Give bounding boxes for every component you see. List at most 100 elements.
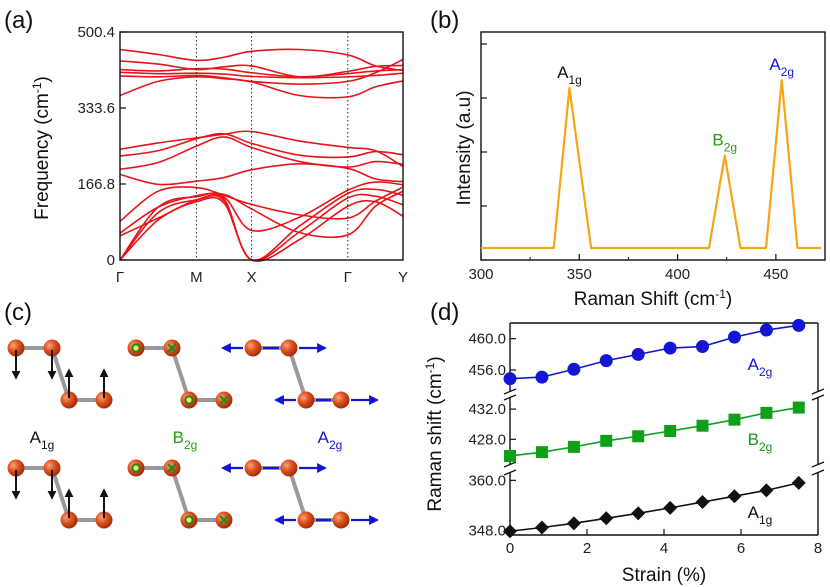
panel-b-frame [480, 31, 826, 261]
axis-break-mark-icon [811, 461, 825, 468]
panel-a-ylabel-sup: -1 [30, 82, 44, 93]
panel-d-x-tick-label-0: 0 [506, 540, 514, 557]
phonon-band-8 [119, 136, 404, 171]
axis-break-gap [812, 465, 824, 472]
mode-2-structure-0 [221, 339, 379, 409]
atom-3 [95, 391, 113, 409]
data-point-B2g-7 [728, 413, 741, 426]
panel-a-y-ticks: 500.4 333.6 166.8 0 [77, 24, 126, 269]
panel-d-x-tick-label-4: 8 [814, 540, 822, 557]
phonon-band-15 [119, 60, 404, 78]
panel-d-series [503, 318, 806, 539]
panel-a-x-tick-label-4: Y [398, 269, 408, 286]
panel-b-x-axis-title: Raman Shift (cm-1) [574, 287, 732, 310]
panel-d-mode-labels: A2g B2g A1g [748, 355, 773, 527]
panel-d-x-tick-label-3: 6 [737, 540, 745, 557]
bond [50, 467, 71, 521]
data-point-A1g-1 [534, 520, 549, 535]
peak-label-0: A1g [557, 63, 582, 87]
mode-label-0-sub: 1g [41, 438, 54, 452]
out-of-plane-dot-icon [131, 343, 141, 353]
panel-d-ticks: 0 2 4 6 8 456.0 460.0 428.0 432.0 348.0 360.0 [468, 331, 822, 557]
mode-labels: A1g B2g A2g [30, 428, 343, 452]
phonon-band-4 [119, 181, 404, 237]
mode-label-2-sub: 2g [329, 438, 342, 452]
data-point-A1g-9 [791, 475, 806, 490]
into-plane-cross-icon [167, 343, 177, 353]
mode-label-1-sub: 2g [184, 438, 197, 452]
panel-d-y-axis-title: Raman shift (cm-1) [423, 356, 446, 511]
panel-a-y-tick-label-0: 500.4 [77, 24, 115, 41]
panel-a-x-tick-label-0: Γ [116, 269, 124, 286]
mode-0-structure-0 [7, 339, 113, 409]
into-plane-cross-icon [167, 463, 177, 473]
panel-d-y-tick-label-B2g-1: 432.0 [468, 401, 506, 418]
mode-label-0: A1g [30, 428, 55, 452]
panel-d-x-axis-title: Strain (%) [622, 565, 706, 586]
data-point-A2g-7 [727, 330, 741, 344]
phonon-bands [119, 48, 404, 263]
mode-1-structure-1 [127, 459, 233, 529]
data-point-A1g-8 [759, 483, 774, 498]
panel-a-y-tick-label-3: 0 [107, 252, 115, 269]
atom-0 [7, 459, 25, 477]
panel-b-x-tick-label-0: 300 [468, 266, 493, 283]
atom-1 [43, 459, 61, 477]
panel-d-ylabel-close: ) [425, 356, 446, 362]
atom-1 [280, 459, 298, 477]
phonon-band-9 [119, 132, 404, 159]
raman-spectrum-line [481, 79, 822, 250]
atom-1 [43, 339, 61, 357]
mode-label-1-base: B [173, 428, 184, 447]
panel-d-y-tick-label-A2g-1: 460.0 [468, 331, 506, 348]
data-point-A2g-1 [535, 370, 549, 384]
panel-d-y-tick-label-B2g-0: 428.0 [468, 431, 506, 448]
panel-d-label-B2g-base: B [748, 430, 759, 449]
atom-3 [95, 511, 113, 529]
peak-label-2-base: A [769, 55, 781, 74]
peak-label-0-sub: 1g [568, 73, 581, 87]
out-of-plane-dot-icon [131, 463, 141, 473]
out-of-plane-dot-icon [184, 395, 194, 405]
panel-b-ticks: 300 350 400 450 [468, 43, 788, 283]
panel-a-x-tick-label-3: Γ [344, 269, 352, 286]
panel-d-label-A2g: A2g [748, 355, 773, 379]
out-of-plane-dot-icon [184, 515, 194, 525]
bond [287, 347, 308, 401]
into-plane-cross-icon [219, 395, 229, 405]
data-point-B2g-8 [760, 406, 773, 419]
data-point-A1g-6 [695, 495, 710, 510]
data-point-A2g-4 [631, 347, 645, 361]
atom-3 [332, 391, 350, 409]
bond [170, 347, 191, 401]
peak-label-0-base: A [557, 63, 569, 82]
atom-0 [7, 339, 25, 357]
data-point-A1g-4 [631, 506, 646, 521]
panel-d-label-A1g-base: A [748, 503, 760, 522]
phonon-band-10 [119, 130, 404, 168]
data-point-A2g-6 [696, 340, 709, 354]
data-point-A1g-5 [663, 500, 678, 515]
data-point-A2g-9 [792, 318, 806, 332]
bond [170, 467, 191, 521]
data-point-A1g-3 [599, 511, 614, 526]
data-point-B2g-6 [696, 419, 709, 432]
panel-d-y-tick-label-A1g-0: 348.0 [468, 522, 506, 539]
atom-0 [244, 339, 262, 357]
mode-1-structure-0 [127, 339, 233, 409]
atom-2 [297, 391, 315, 409]
panel-d-label-B2g-sub: 2g [759, 440, 772, 454]
panel-b-y-axis-title: Intensity (a.u) [454, 90, 475, 205]
axis-break-mark-icon [503, 461, 517, 468]
data-point-B2g-5 [664, 425, 677, 437]
bond [287, 467, 308, 521]
panel-d-label-A1g: A1g [748, 503, 773, 527]
panel-c-vibration-modes: (c) A1g B2g A2g [4, 299, 379, 529]
panel-a-ylabel-main: Frequency (cm [32, 93, 53, 220]
peak-label-2-sub: 2g [781, 65, 794, 79]
mode-structures [7, 339, 379, 529]
panel-a-y-tick-label-2: 166.8 [77, 176, 115, 193]
